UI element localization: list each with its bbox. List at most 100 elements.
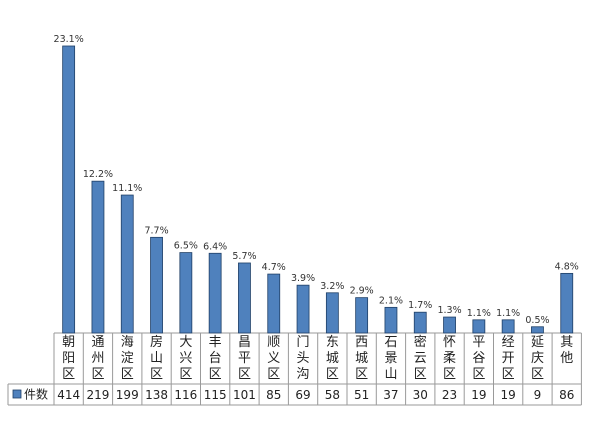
category-label: 西 <box>355 335 368 350</box>
category-label: 房 <box>150 334 163 350</box>
category-label: 丰 <box>209 335 222 350</box>
percent-label: 7.7% <box>144 225 168 236</box>
category-label: 通 <box>91 335 104 350</box>
table-value: 69 <box>295 388 310 402</box>
bar <box>91 180 105 334</box>
category-label: 密 <box>414 334 427 350</box>
table-value: 19 <box>501 388 516 402</box>
table-value: 116 <box>174 388 197 402</box>
category-label: 庆 <box>531 351 544 366</box>
category-label: 城 <box>355 351 368 366</box>
bar <box>560 272 574 334</box>
category-label: 台 <box>209 351 222 366</box>
category-label: 石 <box>384 335 397 350</box>
category-label: 区 <box>267 367 280 382</box>
legend-label: 件数 <box>24 387 48 402</box>
percent-label: 1.1% <box>496 308 520 319</box>
category-label: 区 <box>62 367 75 382</box>
bar <box>413 311 427 334</box>
legend-swatch <box>12 389 22 399</box>
percent-label: 12.2% <box>83 169 113 180</box>
table-value: 219 <box>86 388 109 402</box>
bar <box>208 252 222 334</box>
table-value: 19 <box>471 388 486 402</box>
percent-label: 0.5% <box>525 315 549 326</box>
bar <box>238 262 251 334</box>
category-label: 开 <box>502 351 515 366</box>
percent-label: 11.1% <box>112 183 142 194</box>
category-label: 兴 <box>179 351 192 366</box>
bar <box>443 316 456 334</box>
percent-label: 4.8% <box>555 261 579 272</box>
table-value: 86 <box>559 388 574 402</box>
percent-label: 1.7% <box>408 300 432 311</box>
category-label: 州 <box>91 351 104 366</box>
category-label: 怀 <box>443 335 456 350</box>
category-label: 区 <box>414 367 427 382</box>
table-value: 138 <box>145 388 168 402</box>
percent-label: 2.1% <box>379 295 403 306</box>
category-label: 区 <box>531 367 544 382</box>
category-label: 其 <box>560 335 573 350</box>
bar <box>501 319 515 334</box>
category-label: 顺 <box>267 335 280 350</box>
category-label: 朝 <box>62 335 75 350</box>
category-label: 沟 <box>297 367 310 382</box>
bar <box>62 45 76 334</box>
category-label: 延 <box>531 335 544 350</box>
bar <box>472 319 486 334</box>
category-label: 城 <box>326 351 339 366</box>
percent-label: 2.9% <box>350 286 374 297</box>
table-value: 199 <box>116 388 139 402</box>
category-label: 平 <box>238 351 251 366</box>
category-label: 区 <box>443 367 456 382</box>
table-value: 115 <box>204 388 227 402</box>
percent-label: 3.9% <box>291 273 315 284</box>
category-label: 区 <box>502 367 515 382</box>
category-label: 山 <box>150 351 163 366</box>
category-label: 门 <box>297 335 310 350</box>
category-label: 柔 <box>443 351 456 366</box>
bar <box>150 236 163 334</box>
category-label: 山 <box>384 367 397 382</box>
percent-label: 4.7% <box>262 262 286 273</box>
category-label: 区 <box>238 367 251 382</box>
category-label: 区 <box>150 367 163 382</box>
table-value: 9 <box>534 388 542 402</box>
percent-label: 23.1% <box>54 34 84 45</box>
category-label: 昌 <box>238 335 251 350</box>
category-label: 大 <box>179 335 192 350</box>
bar <box>267 273 281 334</box>
percent-label: 1.3% <box>437 305 461 316</box>
bar <box>355 297 369 334</box>
category-label: 他 <box>560 351 573 366</box>
category-label: 谷 <box>472 351 485 366</box>
category-label: 海 <box>121 335 134 350</box>
category-label: 淀 <box>121 351 134 366</box>
percent-label: 6.5% <box>174 241 198 252</box>
bar <box>296 284 310 334</box>
table-value: 101 <box>233 388 256 402</box>
category-label: 区 <box>91 367 104 382</box>
bar <box>179 252 193 334</box>
category-label: 东 <box>326 335 339 350</box>
bar <box>384 306 398 334</box>
category-label: 经 <box>502 335 515 350</box>
bar <box>531 326 544 334</box>
category-label: 区 <box>209 367 222 382</box>
table-value: 37 <box>383 388 398 402</box>
category-label: 阳 <box>62 351 75 366</box>
percent-label: 6.4% <box>203 241 227 252</box>
category-label: 平 <box>472 335 485 350</box>
category-label: 景 <box>384 351 397 366</box>
table-value: 51 <box>354 388 369 402</box>
bar <box>120 194 134 334</box>
category-label: 区 <box>326 367 339 382</box>
bar <box>325 292 339 334</box>
category-label: 区 <box>179 367 192 382</box>
category-label: 区 <box>355 367 368 382</box>
table-value: 414 <box>57 388 80 402</box>
percent-label: 3.2% <box>320 281 344 292</box>
category-label: 云 <box>414 351 427 366</box>
